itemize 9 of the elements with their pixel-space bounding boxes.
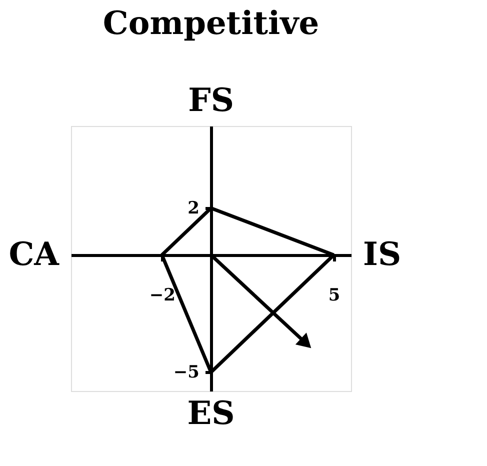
text: FS <box>188 81 234 119</box>
text: ES <box>187 394 235 432</box>
text: CA <box>8 234 60 273</box>
x-tick-label: −2 <box>149 285 176 306</box>
y-tick-label: 2 <box>188 198 200 219</box>
x-tick-label: 5 <box>328 285 340 306</box>
y-tick-label: −5 <box>173 362 200 383</box>
text: IS <box>363 234 402 273</box>
chart-title: Competitive <box>102 4 320 42</box>
